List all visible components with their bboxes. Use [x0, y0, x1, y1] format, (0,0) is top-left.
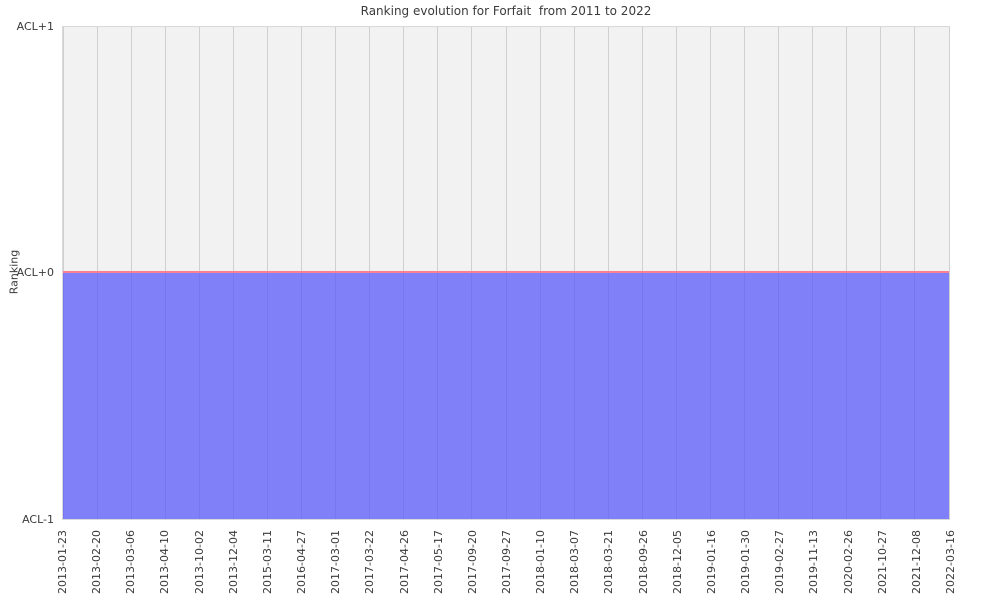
x-tick-label: 2018-12-05	[670, 530, 684, 594]
x-tick-label: 2017-09-27	[500, 530, 513, 594]
x-tick-label: 2021-12-08	[909, 530, 923, 594]
x-tick-label: 2019-01-16	[704, 530, 718, 594]
x-tick-label: 2017-04-26	[397, 530, 411, 594]
y-tick-acl-plus1: ACL+1	[16, 20, 54, 33]
x-tick-label: 2017-03-22	[363, 530, 377, 594]
x-tick-label: 2020-02-26	[841, 530, 855, 594]
x-tick-label: 2013-12-04	[226, 530, 240, 594]
ranking-line	[63, 271, 949, 273]
chart-title: Ranking evolution for Forfait from 2011 …	[360, 4, 652, 18]
x-tick-label: 2015-03-11	[260, 530, 274, 594]
x-tick-label: 2017-03-01	[329, 530, 343, 594]
y-tick-acl-plus0: ACL+0	[16, 266, 54, 279]
x-tick-label: 2019-11-13	[807, 530, 821, 594]
x-tick-label: 2018-09-26	[636, 530, 650, 594]
x-tick-label: 2013-04-10	[158, 530, 172, 594]
x-tick-label: 2018-03-21	[602, 530, 616, 594]
x-tick-label: 2013-01-23	[56, 530, 69, 594]
gridline	[948, 27, 950, 519]
area-fill	[63, 273, 949, 519]
x-tick-label: 2013-03-06	[124, 530, 138, 594]
x-tick-label: 2019-01-30	[739, 530, 753, 594]
x-tick-label: 2021-10-27	[875, 530, 889, 594]
x-tick-label: 2022-03-16	[944, 530, 957, 594]
x-tick-label: 2017-09-20	[465, 530, 479, 594]
x-axis-tick-labels: 2013-01-23 2013-02-20 2013-03-06 2013-04-10…	[56, 520, 957, 600]
x-tick-label: 2017-05-17	[431, 530, 445, 594]
x-tick-label: 2013-10-02	[192, 530, 206, 594]
y-tick-acl-minus1: ACL-1	[22, 513, 54, 526]
x-tick-label: 2018-01-10	[534, 530, 548, 594]
x-tick-label: 2018-03-07	[568, 530, 582, 594]
x-tick-label: 2016-04-27	[295, 530, 309, 594]
plot-area	[62, 26, 950, 520]
x-tick-label: 2013-02-20	[90, 530, 104, 594]
x-tick-label: 2019-02-27	[773, 530, 787, 594]
